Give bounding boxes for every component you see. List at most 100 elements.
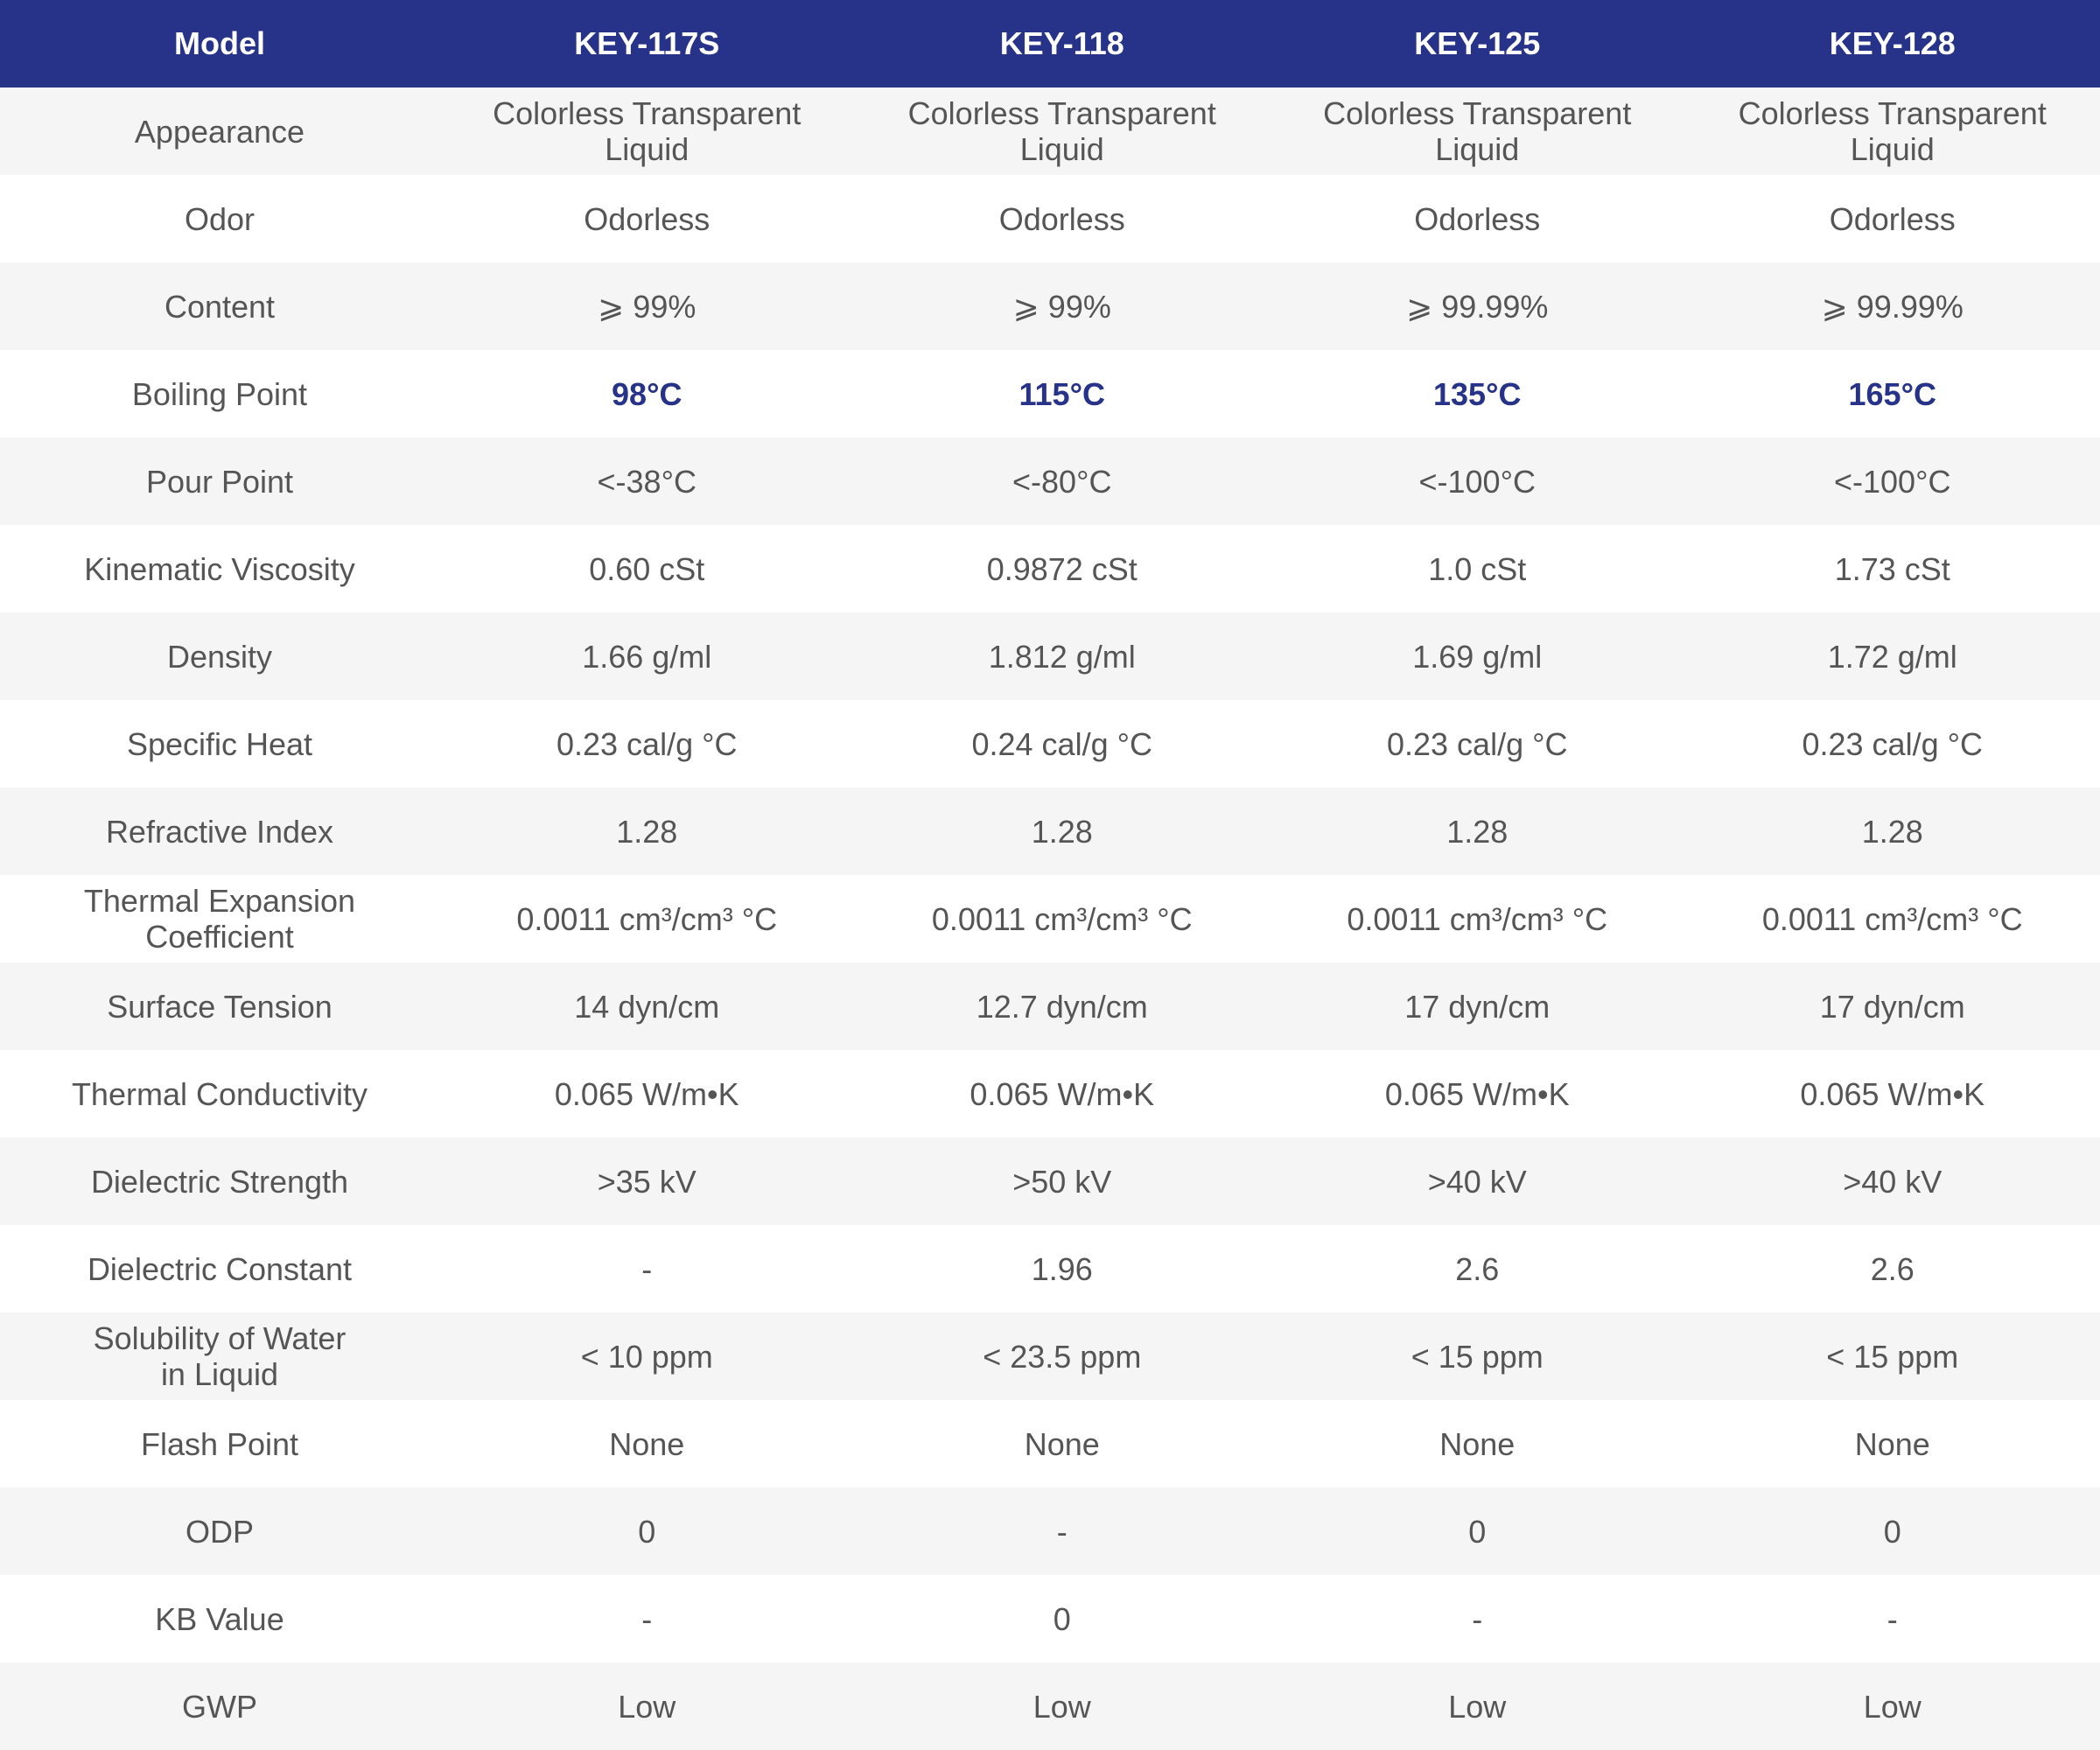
row-label: Surface Tension: [107, 988, 332, 1025]
header-row: Model KEY-117S KEY-118 KEY-125 KEY-128: [0, 0, 2100, 88]
table-cell: 0.23 cal/g °C: [556, 725, 738, 762]
table-cell: <-100°C: [1418, 463, 1536, 500]
row-label: Thermal Expansion Coefficient: [83, 883, 356, 955]
table-cell: 1.69 g/ml: [1412, 638, 1543, 675]
row-label: Density: [166, 638, 273, 675]
row-label: Odor: [184, 200, 256, 237]
table-cell: ⩾ 99.99%: [1406, 288, 1549, 325]
row-label: Flash Point: [140, 1425, 299, 1462]
table-row: Density 1.66 g/ml 1.812 g/ml 1.69 g/ml 1.72 …: [0, 612, 2100, 700]
row-label: Content: [164, 288, 276, 325]
table-cell: Low: [1448, 1688, 1507, 1725]
table-cell: 14 dyn/cm: [574, 988, 720, 1025]
table-cell: Odorless: [998, 200, 1125, 237]
row-label: Appearance: [134, 113, 305, 150]
table-cell: 0.0011 cm³/cm³ °C: [931, 900, 1193, 937]
table-row: Surface Tension 14 dyn/cm 12.7 dyn/cm 17 dy…: [0, 962, 2100, 1050]
table-cell: Low: [1863, 1688, 1922, 1725]
table-cell: 0.23 cal/g °C: [1386, 725, 1568, 762]
table-cell: 135°C: [1433, 375, 1522, 412]
table-cell: <-80°C: [1012, 463, 1112, 500]
table-cell: 0.0011 cm³/cm³ °C: [1761, 900, 2023, 937]
table-row: Dielectric Constant - 1.96 2.6 2.6: [0, 1225, 2100, 1312]
table-row: Boiling Point 98°C 115°C 135°C 165°C: [0, 350, 2100, 438]
table-cell: 1.28: [1031, 813, 1093, 850]
table-cell: 2.6: [1455, 1250, 1500, 1287]
table-row: Refractive Index 1.28 1.28 1.28 1.28: [0, 788, 2100, 875]
table-cell: 0: [1468, 1513, 1487, 1550]
table-cell: ⩾ 99%: [598, 288, 696, 325]
table-cell: 2.6: [1870, 1250, 1914, 1287]
table-cell: 12.7 dyn/cm: [976, 988, 1148, 1025]
table-row: Appearance Colorless Transparent Liquid Co…: [0, 88, 2100, 175]
table-row: Specific Heat 0.23 cal/g °C 0.24 cal/g °C 0…: [0, 700, 2100, 788]
table-cell: 0.0011 cm³/cm³ °C: [516, 900, 778, 937]
row-label: Specific Heat: [126, 725, 313, 762]
table-cell: >35 kV: [597, 1163, 696, 1200]
table-cell: ⩾ 99.99%: [1821, 288, 1964, 325]
table-cell: 0.065 W/m•K: [1384, 1075, 1570, 1112]
table-cell: 1.812 g/ml: [988, 638, 1136, 675]
table-row: Odor Odorless Odorless Odorless Odorless: [0, 175, 2100, 262]
row-label: Boiling Point: [131, 375, 308, 412]
table-cell: < 10 ppm: [580, 1338, 713, 1375]
table-cell: -: [1056, 1513, 1068, 1550]
table-cell: ⩾ 99%: [1012, 288, 1111, 325]
table-cell: -: [641, 1600, 653, 1637]
table-cell: 17 dyn/cm: [1819, 988, 1965, 1025]
table-cell: < 23.5 ppm: [983, 1338, 1142, 1375]
table-cell: < 15 ppm: [1410, 1338, 1544, 1375]
table-cell: Odorless: [1414, 200, 1541, 237]
table-cell: Odorless: [584, 200, 710, 237]
header-cell-model: Model: [174, 25, 265, 61]
table-cell: Colorless Transparent Liquid: [493, 95, 802, 167]
table-body: Appearance Colorless Transparent Liquid Co…: [0, 88, 2100, 1750]
table-cell: 1.0 cSt: [1428, 550, 1527, 587]
table-cell: None: [1854, 1425, 1930, 1462]
table-cell: <-38°C: [597, 463, 696, 500]
table-cell: 0.065 W/m•K: [554, 1075, 739, 1112]
row-label: Solubility of Water in Liquid: [93, 1320, 346, 1392]
table-cell: 0: [638, 1513, 656, 1550]
table-cell: -: [641, 1250, 653, 1287]
table-cell: 0.60 cSt: [589, 550, 705, 587]
table-cell: Odorless: [1829, 200, 1956, 237]
table-cell: 165°C: [1848, 375, 1936, 412]
table-cell: 98°C: [612, 375, 682, 412]
table-cell: Low: [1032, 1688, 1091, 1725]
table-cell: 0.24 cal/g °C: [971, 725, 1152, 762]
table-cell: 0.065 W/m•K: [1800, 1075, 1985, 1112]
table-cell: 0: [1053, 1600, 1071, 1637]
row-label: KB Value: [155, 1600, 284, 1637]
table-row: Pour Point <-38°C <-80°C <-100°C <-100°C: [0, 438, 2100, 525]
table-cell: 1.28: [616, 813, 678, 850]
table-cell: 1.96: [1031, 1250, 1093, 1287]
table-cell: 0.9872 cSt: [986, 550, 1138, 587]
table-cell: 0.23 cal/g °C: [1802, 725, 1983, 762]
table-cell: 115°C: [1018, 375, 1105, 412]
table-cell: 1.73 cSt: [1834, 550, 1950, 587]
table-cell: >40 kV: [1427, 1163, 1527, 1200]
row-label: Refractive Index: [105, 813, 334, 850]
row-label: GWP: [182, 1688, 257, 1725]
table-row: Content ⩾ 99% ⩾ 99% ⩾ 99.99% ⩾ 99.99%: [0, 262, 2100, 350]
table-cell: 0: [1883, 1513, 1901, 1550]
table-row: Thermal Expansion Coefficient 0.0011 cm³/…: [0, 875, 2100, 962]
row-label: Kinematic Viscosity: [84, 550, 355, 587]
row-label: Dielectric Constant: [87, 1250, 353, 1287]
table-row: Thermal Conductivity 0.065 W/m•K 0.065 W/m…: [0, 1050, 2100, 1138]
table-row: Flash Point None None None None: [0, 1400, 2100, 1488]
table-cell: Colorless Transparent Liquid: [1323, 95, 1632, 167]
header-cell-key-125: KEY-125: [1414, 25, 1541, 61]
table-cell: 1.28: [1861, 813, 1923, 850]
table-cell: 0.065 W/m•K: [970, 1075, 1155, 1112]
table-cell: >40 kV: [1843, 1163, 1942, 1200]
table-cell: 0.0011 cm³/cm³ °C: [1347, 900, 1608, 937]
table-cell: Colorless Transparent Liquid: [907, 95, 1216, 167]
table-cell: 1.66 g/ml: [582, 638, 712, 675]
row-label: Dielectric Strength: [90, 1163, 349, 1200]
table-row: Kinematic Viscosity 0.60 cSt 0.9872 cSt 1.0…: [0, 525, 2100, 612]
table-cell: None: [1024, 1425, 1100, 1462]
table-cell: -: [1472, 1600, 1483, 1637]
